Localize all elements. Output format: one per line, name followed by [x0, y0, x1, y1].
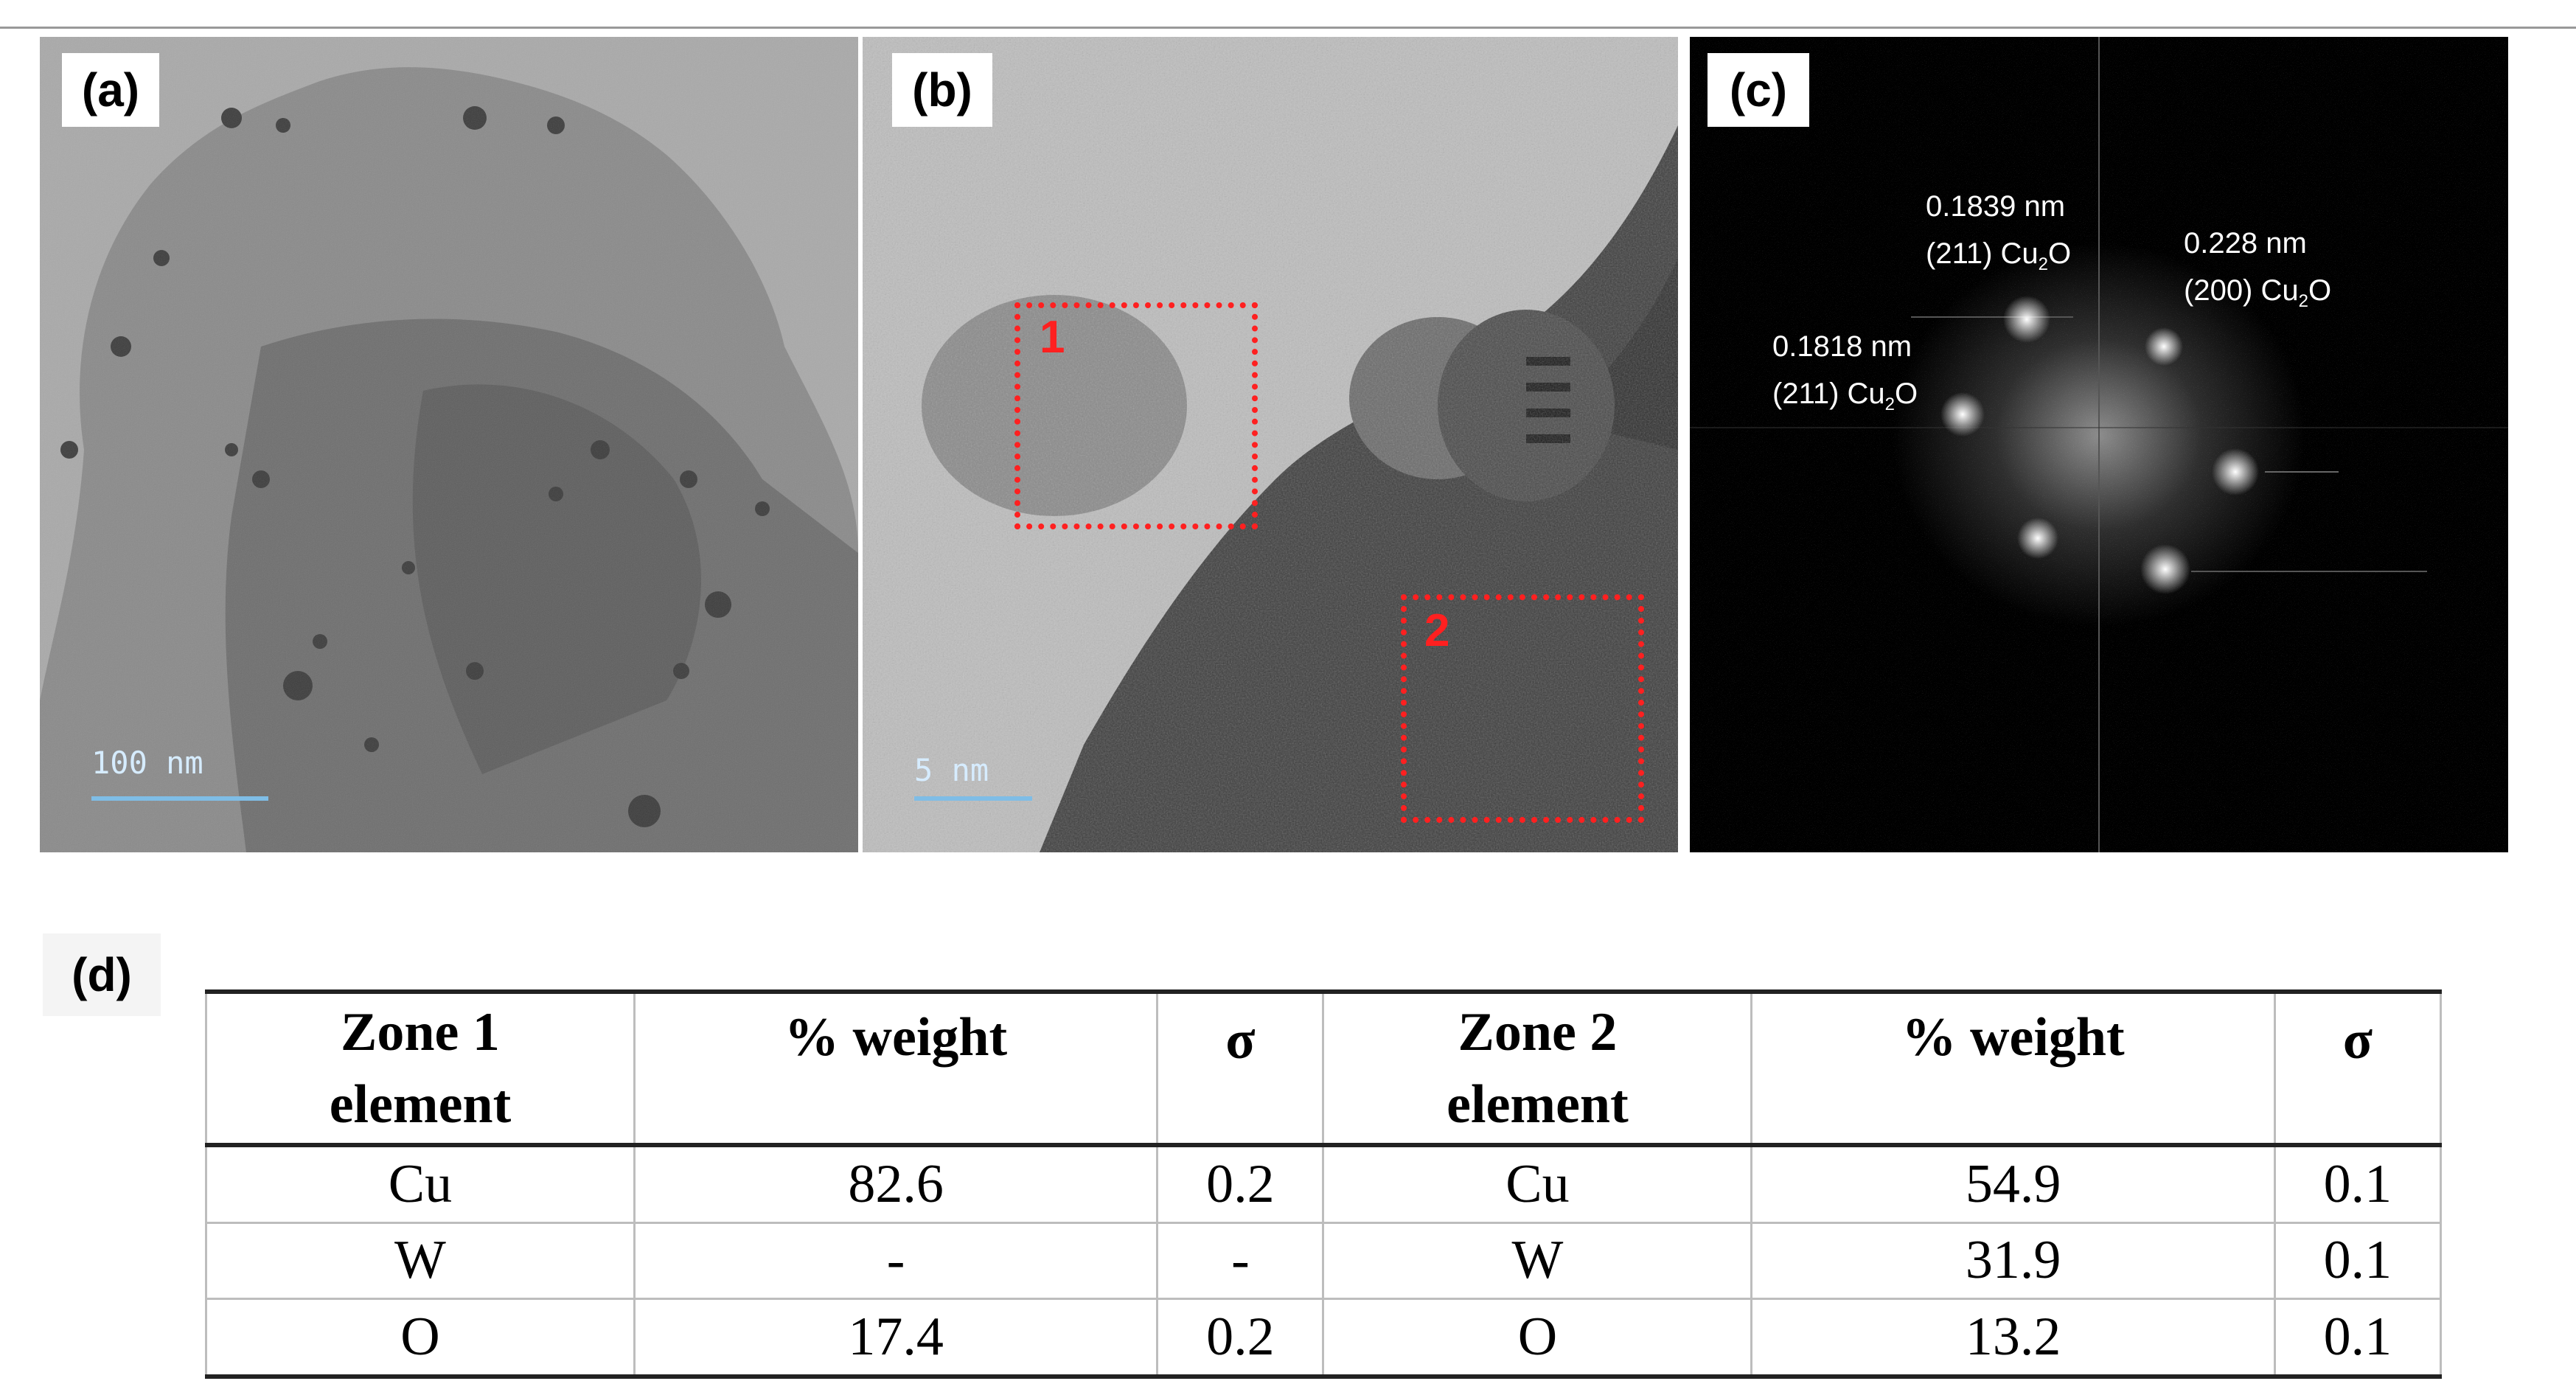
fft-spot-1-d-spacing: 0.1839 nm [1926, 190, 2066, 223]
fft-spot-1-plane-tail: O [2048, 237, 2072, 270]
top-rule [0, 27, 2576, 29]
header-zone1-line1: Zone 1 [341, 1002, 500, 1062]
panel-d-label: (d) [43, 933, 161, 1016]
panel-a-tem-image: (a) 100 nm [40, 37, 858, 852]
zone-1-label: 1 [1040, 312, 1065, 363]
table-row: Cu 82.6 0.2 Cu 54.9 0.1 [205, 1144, 2443, 1224]
header-zone1-sigma: σ [1156, 989, 1325, 1147]
cell: - [1156, 1221, 1325, 1301]
panel-c-label: (c) [1708, 53, 1809, 127]
cell: 0.2 [1156, 1144, 1325, 1224]
fft-spot-2-plane: (200) Cu2O [2184, 267, 2331, 325]
cell: Cu [205, 1144, 636, 1224]
fft-spot-3-subscript: 2 [1884, 394, 1896, 414]
cell: - [633, 1221, 1159, 1301]
panel-b-scale-bar [914, 796, 1032, 801]
panel-a-label: (a) [62, 53, 159, 127]
fft-spot-1-subscript: 2 [2038, 254, 2049, 274]
cell: O [1322, 1298, 1753, 1380]
fft-spot-label-1: 0.1839 nm (211) Cu2O [1926, 183, 2071, 288]
cell: 0.1 [2273, 1298, 2443, 1380]
fft-spot-label-2: 0.228 nm (200) Cu2O [2184, 220, 2331, 325]
zone-2-label: 2 [1424, 605, 1450, 656]
cell: O [205, 1298, 636, 1380]
panel-b-hrtem-image: (b) 1 2 5 nm [863, 37, 1678, 852]
cell: Cu [1322, 1144, 1753, 1224]
cell: W [205, 1221, 636, 1301]
header-zone1-weight: % weight [633, 989, 1159, 1147]
fft-spot-3-plane-text: (211) Cu [1772, 378, 1885, 410]
cell: W [1322, 1221, 1753, 1301]
fft-spot-2-d-spacing: 0.228 nm [2184, 227, 2307, 260]
header-zone2-line2: element [1447, 1074, 1629, 1135]
fft-spot-3-plane-tail: O [1895, 378, 1918, 410]
table-row: W - - W 31.9 0.1 [205, 1221, 2443, 1301]
cell: 0.1 [2273, 1144, 2443, 1224]
header-zone1-element: Zone 1 element [205, 989, 636, 1147]
header-zone2-element: Zone 2 element [1322, 989, 1753, 1147]
cell: 17.4 [633, 1298, 1159, 1380]
table-header-row: Zone 1 element % weight σ Zone 2 element %… [205, 989, 2443, 1147]
header-zone2-line1: Zone 2 [1458, 1002, 1618, 1062]
table-row: O 17.4 0.2 O 13.2 0.1 [205, 1298, 2443, 1380]
fft-spot-2-subscript: 2 [2298, 291, 2308, 311]
zone-1-box [1014, 302, 1258, 529]
panel-b-label: (b) [892, 53, 992, 127]
panel-b-scale-bar-text: 5 nm [914, 752, 989, 788]
fft-spot-1-plane: (211) Cu2O [1926, 230, 2071, 288]
header-zone2-weight: % weight [1750, 989, 2276, 1147]
cell: 54.9 [1750, 1144, 2276, 1224]
fft-spot-label-3: 0.1818 nm (211) Cu2O [1772, 323, 1918, 428]
cell: 31.9 [1750, 1221, 2276, 1301]
eds-composition-table: Zone 1 element % weight σ Zone 2 element %… [205, 989, 2443, 1380]
cell: 13.2 [1750, 1298, 2276, 1380]
panel-a-scale-bar [91, 796, 268, 801]
zone-2-box [1401, 594, 1644, 823]
cell: 82.6 [633, 1144, 1159, 1224]
fft-spot-2-plane-text: (200) Cu [2184, 274, 2299, 307]
fft-spot-3-d-spacing: 0.1818 nm [1772, 330, 1912, 363]
header-zone2-sigma: σ [2273, 989, 2443, 1147]
cell: 0.1 [2273, 1221, 2443, 1301]
fft-spot-2-plane-tail: O [2308, 274, 2332, 307]
fft-spot-1-plane-text: (211) Cu [1926, 237, 2039, 270]
cell: 0.2 [1156, 1298, 1325, 1380]
panel-c-fft-image: (c) 0.1839 nm (211) Cu2O 0.228 nm (200) … [1690, 37, 2508, 852]
header-zone1-line2: element [329, 1074, 512, 1135]
panel-a-scale-bar-text: 100 nm [91, 745, 203, 781]
fft-spot-3-plane: (211) Cu2O [1772, 370, 1918, 428]
